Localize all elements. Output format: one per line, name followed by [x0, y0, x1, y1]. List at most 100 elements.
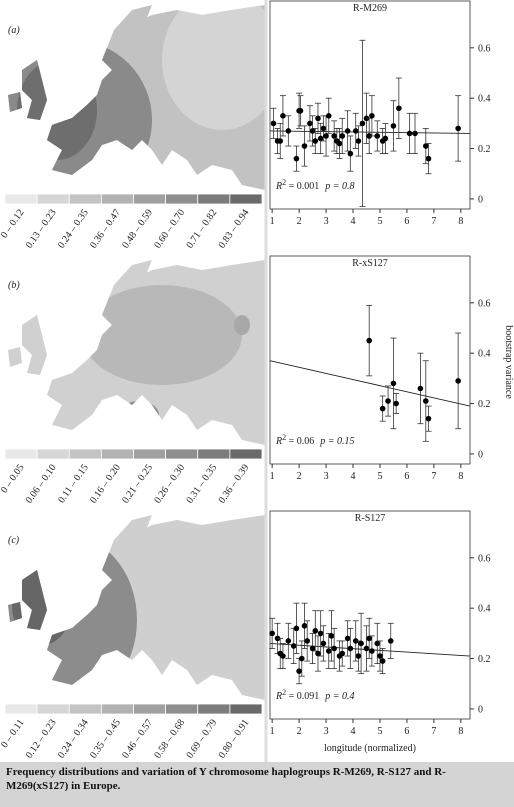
- point: [355, 138, 362, 144]
- x-tick-label: 6: [404, 726, 409, 737]
- point: [320, 640, 327, 647]
- legend-swatch: [36, 193, 70, 205]
- y-tick-label: 0.6: [478, 553, 491, 564]
- map: [8, 515, 265, 700]
- x-tick-label: 8: [458, 726, 463, 737]
- y-tick-label: 0.2: [478, 399, 491, 410]
- point: [336, 140, 343, 147]
- legend-swatch: [165, 703, 199, 715]
- y-tick-label: 0.4: [478, 604, 491, 615]
- point: [315, 650, 321, 657]
- x-tick-label: 2: [297, 216, 302, 227]
- point: [455, 125, 461, 132]
- annotation: R2 = 0.06 p = 0.15: [275, 433, 355, 447]
- point: [309, 645, 316, 652]
- x-tick-label: 5: [377, 726, 382, 737]
- point: [290, 643, 297, 649]
- x-tick-label: 3: [324, 471, 329, 482]
- legend-label: 0.31 – 0.35: [184, 462, 219, 505]
- legend-label: 0.48 – 0.59: [120, 207, 155, 250]
- point: [325, 113, 332, 119]
- point: [325, 648, 332, 654]
- legend-label: 0.24 – 0.35: [56, 207, 91, 250]
- point: [347, 150, 354, 157]
- y-tick-label: 0: [478, 449, 483, 460]
- annotation-part: 2: [282, 433, 286, 442]
- x-tick-label: 4: [351, 471, 356, 482]
- point: [331, 645, 337, 652]
- legend-label: 0.35 – 0.45: [88, 717, 123, 760]
- point: [317, 135, 324, 142]
- point: [323, 133, 329, 139]
- point: [425, 415, 432, 422]
- x-tick-label: 3: [324, 216, 329, 227]
- point: [417, 385, 424, 392]
- annotation-part: = 0.06: [286, 436, 314, 447]
- legend-label: 0.13 – 0.23: [24, 207, 59, 250]
- legend-label: 0.46 – 0.57: [120, 717, 155, 760]
- point: [412, 130, 418, 137]
- x-tick-label: 2: [297, 726, 302, 737]
- point: [396, 105, 402, 112]
- point: [369, 648, 375, 654]
- point: [422, 398, 429, 404]
- legend-swatch: [68, 193, 102, 205]
- x-tick-label: 2: [297, 471, 302, 482]
- y-tick-label: 0.6: [478, 298, 491, 309]
- legend-label: 0.12 – 0.23: [24, 717, 59, 760]
- legend-label: 0.11 – 0.15: [56, 462, 91, 505]
- point: [277, 138, 284, 144]
- x-tick-label: 6: [404, 216, 409, 227]
- x-axis-label: longitude (normalized): [324, 743, 416, 754]
- point: [355, 653, 362, 659]
- point: [455, 378, 461, 384]
- x-tick-label: 5: [377, 216, 382, 227]
- legend-swatch: [165, 193, 199, 205]
- x-tick-label: 4: [351, 216, 356, 227]
- point: [344, 635, 351, 642]
- point: [320, 125, 327, 132]
- legend-swatch: [4, 193, 38, 205]
- map: [8, 260, 265, 445]
- y-tick-label: 0: [478, 704, 483, 715]
- point: [393, 400, 399, 407]
- x-tick-label: 1: [270, 726, 275, 737]
- legend-label: 0.36 – 0.47: [88, 207, 123, 250]
- legend-label: 0 – 0.05: [0, 462, 27, 495]
- y-tick-label: 0.6: [478, 43, 491, 54]
- legend-label: 0.06 – 0.10: [24, 462, 59, 505]
- annotation-part: p = 0.8: [324, 181, 354, 192]
- point: [366, 635, 372, 642]
- point: [301, 143, 308, 149]
- legend-label: 0.83 – 0.94: [217, 207, 252, 250]
- x-tick-label: 4: [351, 726, 356, 737]
- plot-frame: [269, 510, 471, 720]
- point: [269, 630, 275, 637]
- point: [285, 638, 292, 644]
- annotation-part: p = 0.4: [324, 691, 354, 702]
- point: [307, 120, 313, 127]
- legend-label: 0.69 – 0.79: [184, 717, 219, 760]
- x-tick-label: 8: [458, 216, 463, 227]
- point: [293, 155, 300, 162]
- legend-swatch: [100, 448, 134, 460]
- legend-swatch: [4, 703, 38, 715]
- point: [385, 398, 391, 404]
- point: [328, 633, 335, 639]
- point: [379, 405, 386, 412]
- figure: (a)0 – 0.120.13 – 0.230.24 – 0.350.36 – …: [0, 0, 514, 762]
- annotation-part: R: [275, 691, 282, 702]
- legend-swatch: [165, 448, 199, 460]
- chart-title: R-M269: [353, 3, 387, 14]
- x-tick-label: 1: [270, 216, 275, 227]
- y-tick-label: 0.2: [478, 654, 491, 665]
- y-tick-label: 0.2: [478, 144, 491, 155]
- legend-label: 0.26 – 0.30: [152, 462, 187, 505]
- plot-frame: [269, 0, 471, 210]
- point: [387, 638, 394, 644]
- point: [369, 113, 375, 119]
- annotation-part: = 0.091: [286, 691, 319, 702]
- x-tick-label: 7: [431, 726, 436, 737]
- legend-swatch: [197, 448, 231, 460]
- legend-swatch: [100, 703, 134, 715]
